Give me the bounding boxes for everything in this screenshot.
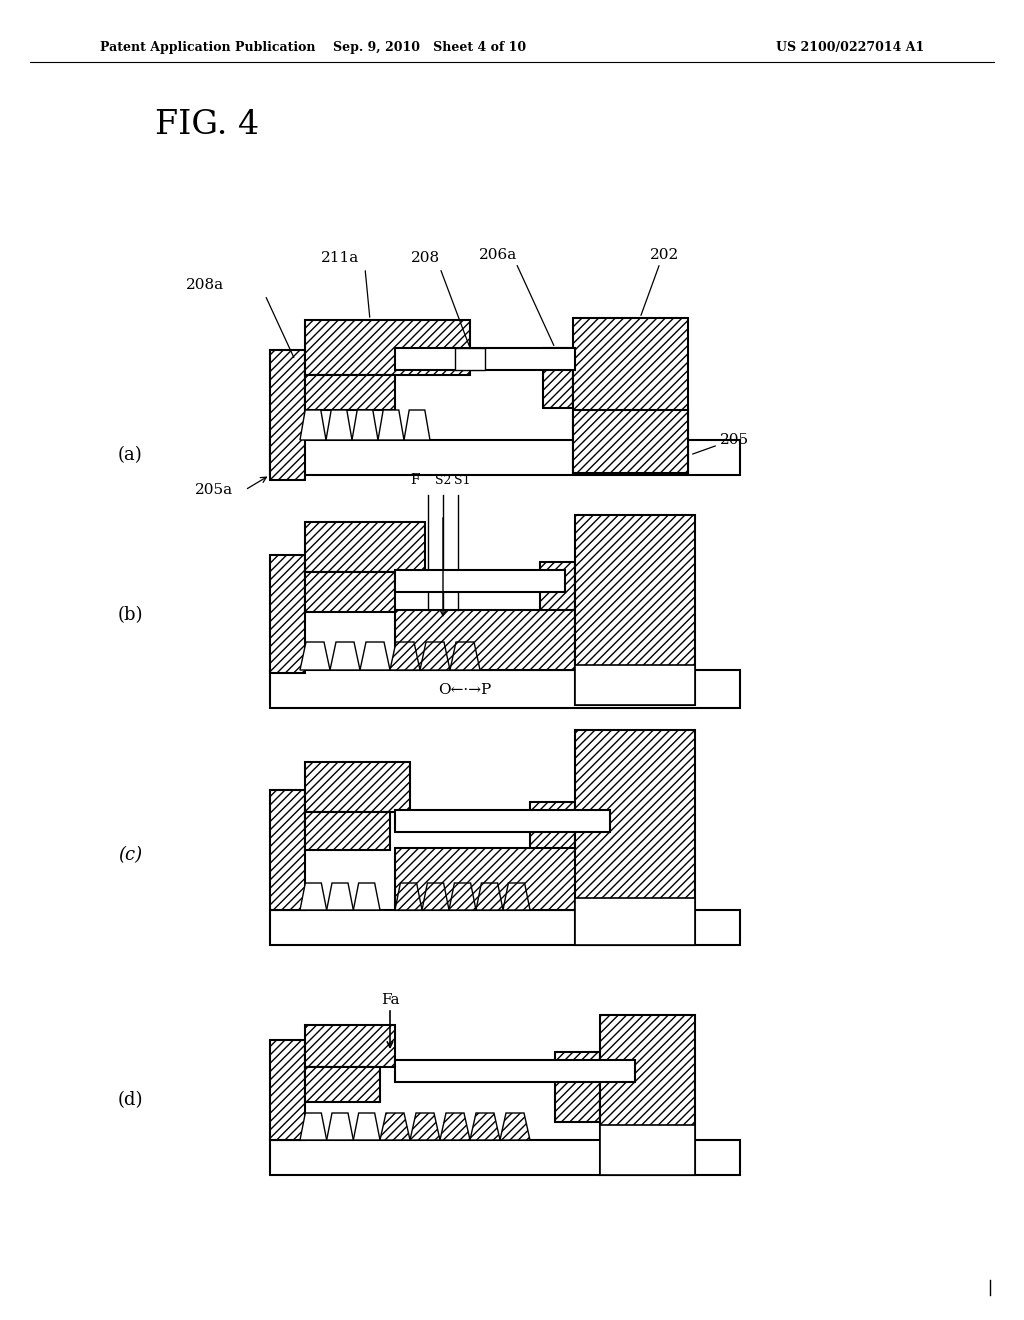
Text: S2: S2 — [435, 474, 452, 487]
Polygon shape — [300, 883, 327, 909]
Bar — [305, 521, 425, 572]
Polygon shape — [476, 883, 503, 909]
Bar — [305, 812, 390, 850]
Polygon shape — [395, 883, 422, 909]
Polygon shape — [500, 1113, 530, 1140]
Polygon shape — [440, 1113, 470, 1140]
Polygon shape — [352, 411, 378, 440]
Polygon shape — [404, 411, 430, 440]
Bar — [455, 348, 485, 370]
Polygon shape — [300, 642, 330, 671]
Text: Fa: Fa — [381, 993, 399, 1007]
Bar — [270, 671, 740, 708]
Bar — [543, 348, 573, 408]
Polygon shape — [420, 642, 450, 671]
Text: S1: S1 — [454, 474, 470, 487]
Bar — [600, 1125, 695, 1175]
Bar — [270, 440, 740, 475]
Text: (b): (b) — [118, 606, 142, 624]
Text: Patent Application Publication: Patent Application Publication — [100, 41, 315, 54]
Bar — [530, 803, 575, 876]
Polygon shape — [326, 411, 352, 440]
Polygon shape — [330, 642, 360, 671]
Polygon shape — [470, 1113, 500, 1140]
Polygon shape — [449, 883, 476, 909]
Bar — [395, 348, 575, 370]
Polygon shape — [378, 411, 404, 440]
Text: 208a: 208a — [186, 279, 224, 292]
Polygon shape — [410, 1113, 440, 1140]
Text: FIG. 4: FIG. 4 — [155, 110, 259, 141]
Bar — [395, 810, 610, 832]
Bar — [270, 789, 305, 909]
Text: 206a: 206a — [479, 248, 517, 261]
Bar — [270, 1140, 740, 1175]
Text: (d): (d) — [118, 1092, 142, 1109]
Text: (a): (a) — [118, 446, 142, 465]
Bar — [395, 570, 565, 591]
Bar — [600, 1015, 695, 1175]
Polygon shape — [327, 883, 353, 909]
Polygon shape — [503, 883, 530, 909]
Bar — [575, 730, 695, 945]
Bar — [270, 1040, 305, 1140]
Bar — [575, 898, 695, 945]
Bar — [575, 665, 695, 705]
Polygon shape — [450, 642, 480, 671]
Bar — [575, 515, 695, 705]
Polygon shape — [353, 883, 380, 909]
Bar — [305, 572, 395, 612]
Text: F: F — [411, 473, 420, 487]
Text: O←·→P: O←·→P — [438, 682, 492, 697]
Bar — [395, 610, 575, 671]
Polygon shape — [300, 411, 326, 440]
Text: (c): (c) — [118, 846, 142, 865]
Text: 208: 208 — [411, 251, 439, 265]
Bar — [395, 847, 620, 909]
Text: 205a: 205a — [195, 483, 233, 498]
Bar — [555, 1052, 600, 1122]
Text: US 2100/0227014 A1: US 2100/0227014 A1 — [776, 41, 924, 54]
Text: 205: 205 — [720, 433, 750, 447]
Text: 202: 202 — [650, 248, 680, 261]
Polygon shape — [422, 883, 449, 909]
Polygon shape — [360, 642, 390, 671]
Bar — [270, 909, 740, 945]
Bar — [305, 319, 470, 375]
Bar — [305, 1067, 380, 1102]
Bar — [540, 562, 575, 638]
Polygon shape — [380, 1113, 410, 1140]
Polygon shape — [390, 642, 420, 671]
Bar — [305, 762, 410, 812]
Polygon shape — [327, 1113, 353, 1140]
Bar — [305, 1026, 395, 1067]
Bar — [573, 411, 688, 473]
Bar — [270, 554, 305, 673]
Bar — [270, 350, 305, 480]
Bar — [305, 375, 395, 411]
Bar — [395, 1060, 635, 1082]
Text: 211a: 211a — [321, 251, 359, 265]
Text: Sep. 9, 2010   Sheet 4 of 10: Sep. 9, 2010 Sheet 4 of 10 — [334, 41, 526, 54]
Bar — [573, 318, 688, 473]
Polygon shape — [300, 1113, 327, 1140]
Polygon shape — [353, 1113, 380, 1140]
